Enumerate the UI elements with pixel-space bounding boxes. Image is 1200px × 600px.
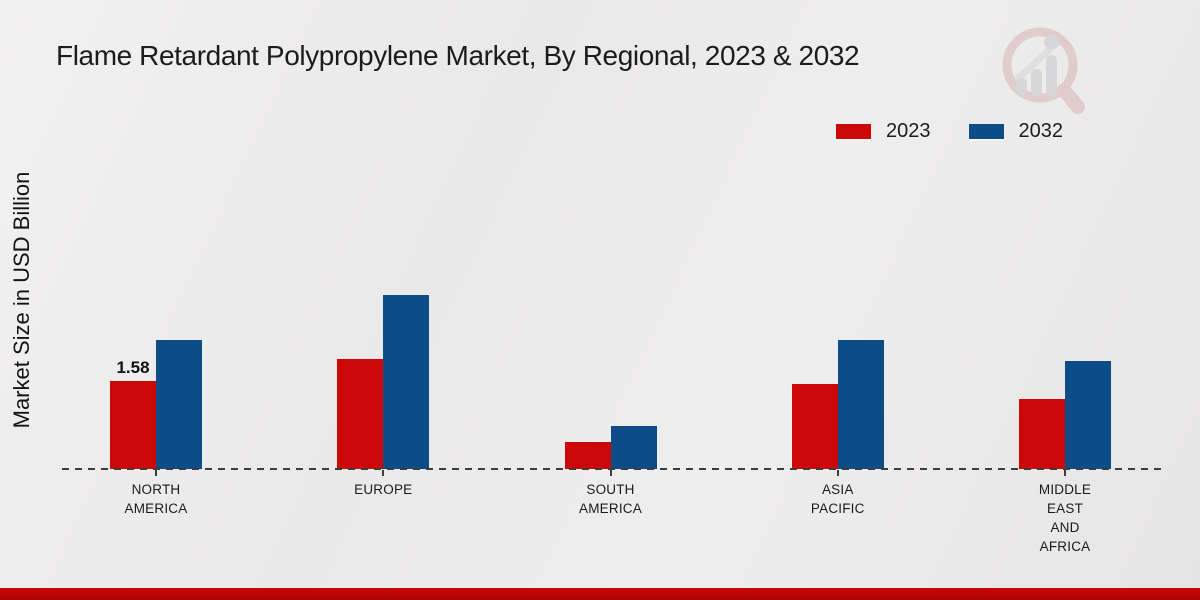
legend-swatch-2032 [968,124,1004,139]
category-label-south-america: SOUTH AMERICA [579,482,642,516]
bar-2023-south-america [564,442,611,469]
bar-2032-middle-east-and-africa [1065,360,1111,469]
legend-swatch-2023 [836,124,871,139]
legend-label-2023: 2023 [886,120,931,142]
x-axis-tick [155,470,157,476]
bar-2023-north-america [110,380,156,469]
category-label-middle-east-and-africa: MIDDLE EAST AND AFRICA [1038,482,1092,554]
bar-2023-asia-pacific [791,384,838,469]
bar-2023-middle-east-and-africa [1019,398,1065,469]
bar-2032-south-america [610,426,657,469]
x-axis-tick [1064,470,1066,476]
legend-item-2032: 2032 [968,120,1064,143]
bar-2032-europe [383,295,430,469]
legend: 2023 2032 [836,120,1063,143]
category-label-europe: EUROPE [354,482,413,497]
x-axis-tick [382,470,385,476]
bar-2023-europe [337,359,384,469]
bar-2032-asia-pacific [837,339,884,469]
category-label-north-america: NORTH AMERICA [124,482,188,516]
x-axis-tick [836,470,839,476]
category-label-asia-pacific: ASIA PACIFIC [810,482,865,516]
magnifier-barchart-logo-icon [1002,27,1085,114]
bar-2032-north-america [156,339,202,469]
legend-label-2032: 2032 [1018,120,1064,142]
bar-value-label: 1.58 [116,357,150,377]
x-axis-baseline [62,468,1161,470]
legend-item-2023: 2023 [836,120,931,143]
bottom-red-band [0,588,1200,600]
x-axis-tick [609,470,612,476]
chart-title: Flame Retardant Polypropylene Market, By… [56,40,860,71]
